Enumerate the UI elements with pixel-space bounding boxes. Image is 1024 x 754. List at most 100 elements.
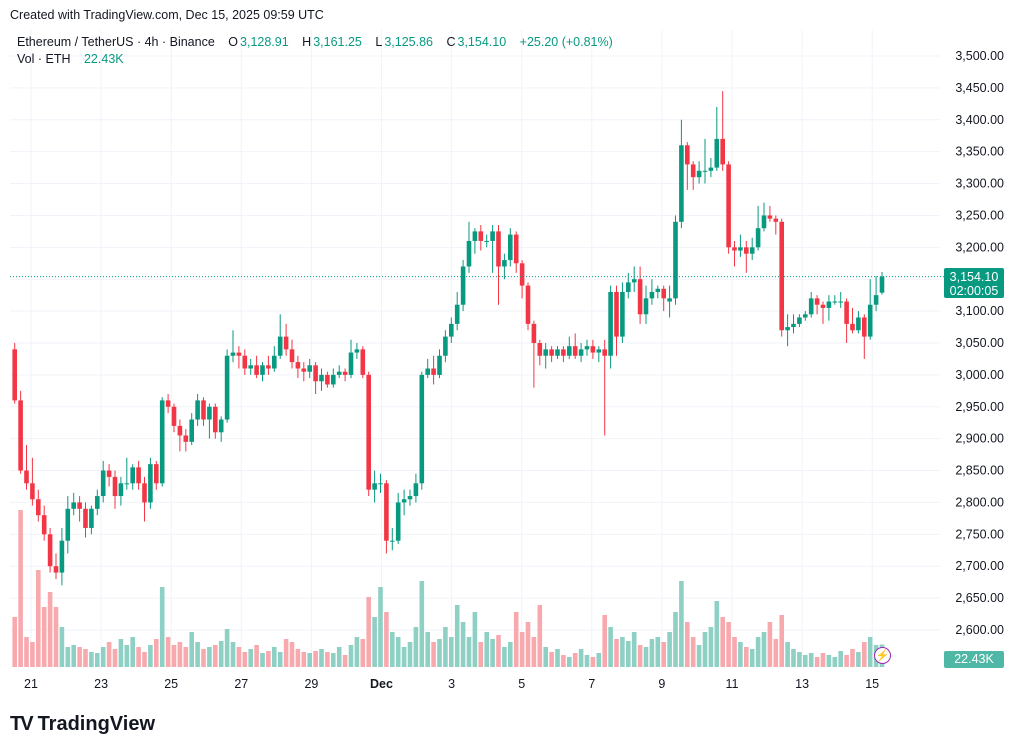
volume-bar xyxy=(738,642,743,667)
candle-body xyxy=(755,228,761,248)
lightning-icon[interactable]: ⚡ xyxy=(874,647,891,664)
x-tick-label: 11 xyxy=(726,677,739,691)
candle-body xyxy=(649,291,655,299)
volume-bar xyxy=(661,642,666,667)
candle-body xyxy=(419,374,425,484)
y-tick-label: 2,650.00 xyxy=(955,591,1004,605)
candle-body xyxy=(702,170,708,172)
volume-bar xyxy=(525,622,531,667)
high-label: H xyxy=(302,35,312,49)
volume-bar xyxy=(171,645,177,667)
candle-body xyxy=(65,508,71,541)
candle-body xyxy=(767,215,773,219)
x-tick-label: 29 xyxy=(304,677,318,691)
candle-body xyxy=(502,260,507,267)
candle-body xyxy=(738,247,743,251)
volume-bar xyxy=(36,570,41,667)
candle-body xyxy=(466,240,472,267)
volume-bar xyxy=(779,615,784,667)
candle-body xyxy=(808,298,814,315)
candle-body xyxy=(572,346,578,356)
candle-body xyxy=(319,374,324,382)
y-tick-label: 2,750.00 xyxy=(955,527,1004,541)
candle-body xyxy=(437,355,442,375)
volume-bar xyxy=(331,653,336,667)
candle-body xyxy=(236,352,242,356)
y-tick-label: 3,200.00 xyxy=(955,240,1004,254)
y-tick-label: 3,100.00 xyxy=(955,304,1004,318)
x-tick-label: Dec xyxy=(370,677,393,691)
volume-bar xyxy=(537,605,543,667)
volume-bar xyxy=(224,629,230,667)
volume-bar xyxy=(354,637,360,667)
candle-body xyxy=(30,483,35,500)
volume-bar xyxy=(254,645,259,667)
volume-label[interactable]: Vol · ETH xyxy=(17,52,71,66)
candle-body xyxy=(856,317,861,331)
candle-body xyxy=(195,400,200,420)
volume-bar xyxy=(218,641,224,667)
candle-body xyxy=(307,365,312,372)
volume-bar xyxy=(584,655,590,667)
volume-bar xyxy=(631,632,637,667)
volume-bar xyxy=(177,642,183,667)
candle-body xyxy=(331,374,336,385)
candle-body xyxy=(301,368,307,372)
candle-body xyxy=(283,336,289,350)
ohlc-row: Ethereum / TetherUS · 4h · Binance O 3,12… xyxy=(17,34,615,51)
volume-bar xyxy=(614,639,619,667)
volume-bar xyxy=(732,637,737,667)
candle-body xyxy=(201,400,206,420)
volume-bar xyxy=(626,641,631,667)
x-tick-label: 15 xyxy=(865,677,879,691)
volume-bar xyxy=(443,627,448,667)
y-tick-label: 2,800.00 xyxy=(955,495,1004,509)
candle-body xyxy=(773,218,779,222)
candle-body xyxy=(148,464,153,503)
volume-bar xyxy=(89,652,94,667)
candle-body xyxy=(89,508,94,528)
volume-bar xyxy=(148,645,153,667)
volume-bar xyxy=(325,652,330,667)
volume-bar xyxy=(183,647,189,667)
candle-body xyxy=(803,314,808,318)
volume-bar xyxy=(154,639,159,667)
candle-body xyxy=(496,231,501,267)
candle-body xyxy=(360,349,366,375)
candle-body xyxy=(443,336,448,356)
volume-bar xyxy=(454,605,460,667)
volume-bar xyxy=(803,655,808,667)
volume-bar xyxy=(826,655,832,667)
candle-body xyxy=(130,467,135,484)
volume-row: Vol · ETH 22.43K xyxy=(17,51,615,68)
volume-bar xyxy=(419,581,425,667)
change-value: +25.20 (+0.81%) xyxy=(519,35,613,49)
candle-body xyxy=(431,368,436,375)
candle-body xyxy=(254,365,259,375)
volume-bar xyxy=(561,655,566,667)
candle-body xyxy=(460,266,466,305)
candle-body xyxy=(59,540,65,573)
volume-bar xyxy=(696,645,702,667)
candle-body xyxy=(336,371,342,375)
volume-value: 22.43K xyxy=(83,52,124,66)
volume-bar xyxy=(596,653,602,667)
high-value: 3,161.25 xyxy=(313,35,362,49)
candle-body xyxy=(620,291,625,337)
volume-bar xyxy=(124,645,130,667)
volume-bar xyxy=(283,639,289,667)
volume-bar xyxy=(248,649,253,667)
volume-bar xyxy=(47,592,53,667)
volume-bar xyxy=(213,645,218,667)
volume-bar xyxy=(555,649,560,667)
candle-body xyxy=(820,304,826,308)
candle-body xyxy=(325,374,330,385)
symbol-title[interactable]: Ethereum / TetherUS · 4h · Binance xyxy=(17,35,215,49)
candle-body xyxy=(761,215,767,229)
candle-body xyxy=(814,298,820,305)
volume-bar xyxy=(301,652,307,667)
candle-body xyxy=(413,483,419,497)
volume-bar xyxy=(53,607,59,667)
x-tick-label: 23 xyxy=(94,677,108,691)
